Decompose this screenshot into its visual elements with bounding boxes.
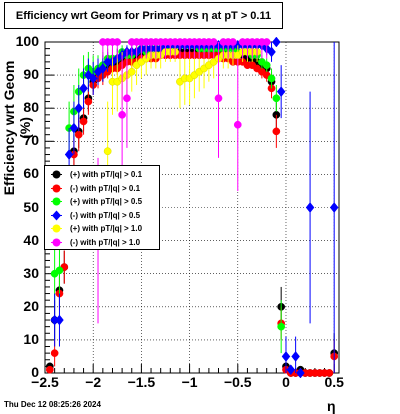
data-point bbox=[123, 94, 131, 103]
data-point bbox=[325, 369, 334, 377]
x-tick-label: 0.5 bbox=[324, 374, 344, 390]
data-point bbox=[276, 86, 286, 98]
data-point bbox=[233, 120, 242, 129]
legend-label: (-) with pT/|q| > 0.1 bbox=[70, 183, 141, 193]
data-point bbox=[127, 67, 136, 76]
x-tick-label: 0 bbox=[282, 374, 290, 390]
legend-entry: (-) with pT/|q| > 0.5 bbox=[45, 209, 159, 222]
data-point bbox=[64, 149, 74, 160]
x-tick-label: −1 bbox=[181, 374, 198, 390]
data-point bbox=[262, 61, 271, 70]
legend-label: (-) with pT/|q| > 0.5 bbox=[70, 210, 141, 220]
legend-marker bbox=[51, 210, 62, 220]
data-point bbox=[118, 110, 126, 119]
x-tick-label: −1.5 bbox=[127, 374, 156, 390]
data-point bbox=[262, 38, 271, 46]
data-point bbox=[209, 38, 218, 46]
y-tick-label: 20 bbox=[23, 297, 39, 314]
data-point bbox=[272, 94, 281, 103]
data-point bbox=[277, 322, 286, 331]
data-point bbox=[267, 74, 276, 83]
legend: (+) with pT/|q| > 0.1 (-) with pT/|q| > 0… bbox=[44, 165, 160, 250]
data-point bbox=[55, 314, 64, 326]
data-point bbox=[267, 46, 276, 58]
legend-label: (+) with pT/|q| > 0.1 bbox=[70, 170, 143, 179]
y-tick-label: 40 bbox=[23, 231, 39, 248]
legend-entry: (+) with pT/|q| > 0.5 bbox=[45, 195, 159, 208]
legend-marker bbox=[51, 197, 62, 206]
legend-entry: (+) with pT/|q| > 0.1 bbox=[45, 168, 159, 181]
data-point bbox=[281, 351, 291, 362]
data-point bbox=[272, 127, 281, 136]
data-point bbox=[113, 38, 122, 46]
data-point bbox=[296, 367, 305, 379]
x-tick-label: −0.5 bbox=[223, 374, 252, 390]
data-point bbox=[45, 365, 54, 374]
y-tick-label: 60 bbox=[23, 165, 39, 182]
y-tick-label: 100 bbox=[15, 33, 39, 49]
data-point bbox=[50, 349, 59, 357]
y-tick-label: 70 bbox=[23, 132, 39, 149]
y-tick-label: 10 bbox=[23, 330, 39, 347]
y-tick-label: 0 bbox=[31, 364, 39, 380]
y-tick-label: 80 bbox=[23, 99, 39, 116]
x-tick-label: −2 bbox=[85, 374, 102, 390]
x-axis-label: η bbox=[327, 398, 336, 414]
legend-label: (+) with pT/|q| > 1.0 bbox=[70, 224, 143, 233]
chart-title: Efficiency wrt Geom for Primary vs η at … bbox=[15, 10, 272, 22]
x-tick-label: −2.5 bbox=[31, 374, 59, 390]
data-point bbox=[55, 266, 64, 275]
y-tick-label: 90 bbox=[23, 66, 39, 83]
data-point bbox=[286, 364, 296, 376]
data-point bbox=[305, 202, 315, 213]
legend-entry: (+) with pT/|q| > 1.0 bbox=[45, 222, 159, 235]
legend-marker bbox=[51, 184, 62, 192]
title-box: Efficiency wrt Geom for Primary vs η at … bbox=[4, 2, 283, 29]
data-point bbox=[74, 130, 83, 139]
data-point bbox=[103, 147, 112, 156]
data-markers bbox=[45, 36, 339, 379]
datestamp: Thu Dec 12 08:25:26 2024 bbox=[4, 400, 101, 409]
legend-marker bbox=[51, 238, 62, 246]
data-point bbox=[229, 38, 237, 46]
legend-label: (-) with pT/|q| > 1.0 bbox=[70, 237, 141, 247]
data-point bbox=[214, 94, 223, 103]
legend-entry: (-) with pT/|q| > 0.1 bbox=[45, 182, 159, 195]
legend-label: (+) with pT/|q| > 0.5 bbox=[70, 197, 143, 206]
data-point bbox=[329, 202, 339, 213]
y-tick-label: 50 bbox=[23, 198, 39, 215]
legend-marker bbox=[51, 170, 62, 179]
data-point bbox=[291, 351, 300, 362]
data-point bbox=[79, 82, 88, 94]
data-point bbox=[69, 122, 79, 134]
data-point bbox=[79, 117, 88, 126]
data-point bbox=[74, 102, 84, 114]
data-point bbox=[84, 97, 93, 106]
data-point bbox=[88, 73, 98, 84]
data-point bbox=[272, 36, 281, 48]
legend-entry: (-) with pT/|q| > 1.0 bbox=[45, 236, 159, 249]
y-tick-label: 30 bbox=[23, 264, 39, 281]
legend-marker bbox=[51, 224, 62, 233]
data-point bbox=[98, 63, 108, 74]
